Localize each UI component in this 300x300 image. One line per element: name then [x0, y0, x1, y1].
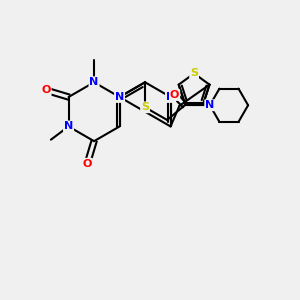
Text: S: S [190, 68, 198, 78]
Text: N: N [64, 122, 73, 131]
Text: N: N [166, 92, 175, 102]
Text: O: O [82, 159, 92, 169]
Text: N: N [89, 77, 99, 87]
Text: N: N [205, 100, 214, 110]
Text: N: N [115, 92, 124, 102]
Text: O: O [170, 90, 179, 100]
Text: S: S [141, 102, 149, 112]
Text: O: O [41, 85, 51, 95]
